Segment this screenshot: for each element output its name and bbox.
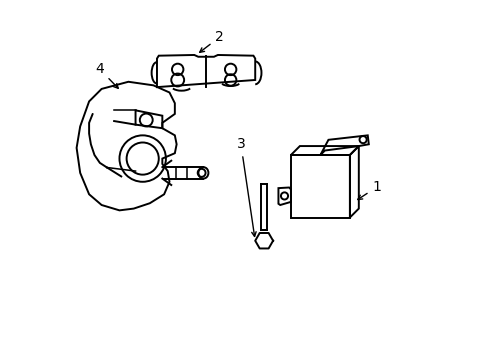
Text: 4: 4 (95, 62, 118, 88)
Text: 1: 1 (357, 180, 380, 199)
Text: 3: 3 (236, 137, 256, 237)
Text: 2: 2 (199, 30, 224, 52)
